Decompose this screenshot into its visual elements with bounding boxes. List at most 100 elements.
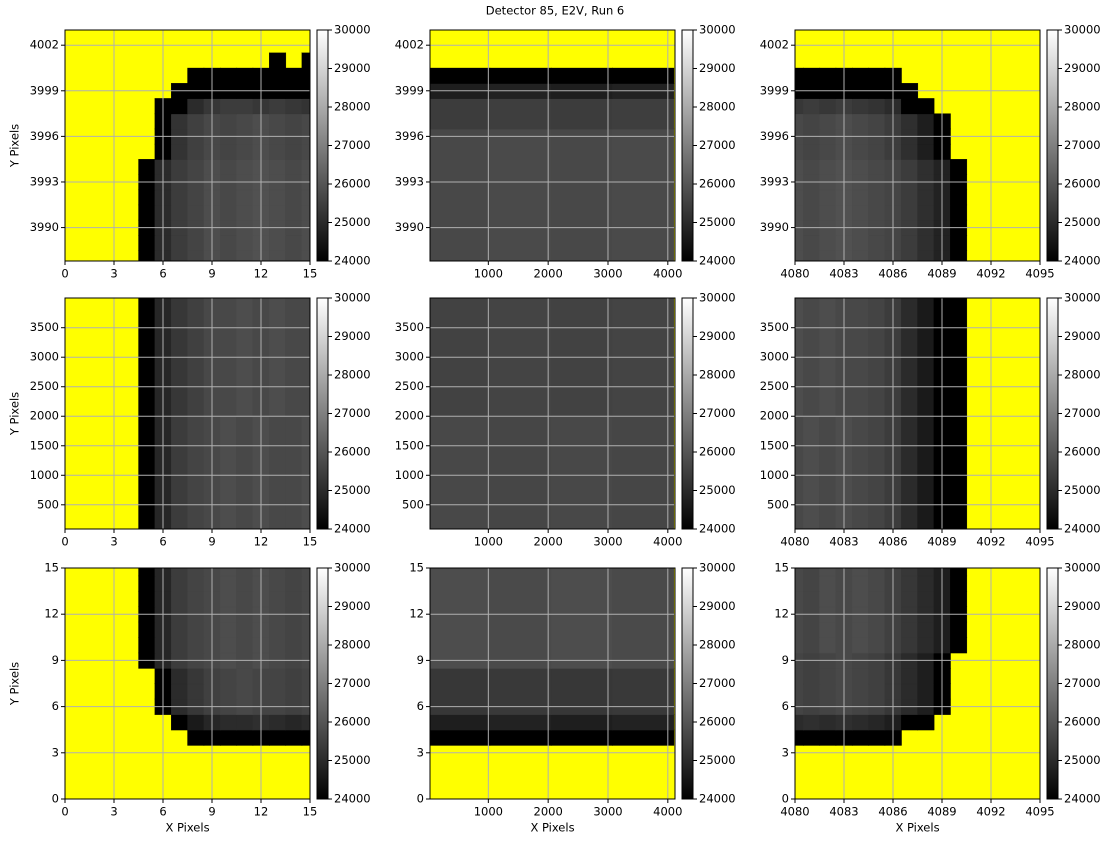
- x-tick-label: 3000: [593, 805, 622, 819]
- heatmap-cell: [220, 143, 238, 160]
- colorbar: [316, 297, 329, 530]
- x-tick-label: 15: [303, 267, 318, 281]
- heatmap-cell: [301, 729, 310, 746]
- x-tick-label: 4095: [1025, 805, 1054, 819]
- heatmap-cell: [236, 113, 254, 130]
- x-tick-label: 12: [254, 535, 269, 549]
- panel: 4080 4083 4086 4089 4092 4095 3990 3993 3996 3999…: [760, 23, 1101, 281]
- heatmap-cell: [489, 729, 552, 746]
- heatmap-cell: [901, 621, 919, 638]
- y-tick-label: 9: [52, 653, 59, 667]
- heatmap-cell: [285, 159, 303, 175]
- heatmap-cell: [917, 235, 935, 251]
- colorbar-tick-label: 26000: [1064, 445, 1101, 459]
- colorbar-tick-label: 29000: [699, 61, 736, 75]
- y-tick-label: 1500: [760, 438, 789, 452]
- heatmap-cell: [950, 189, 968, 206]
- panel: 0 3 6 9 12 15 0 3 6 9 12 15 X Pixels Y Pixels 24000 250…: [8, 561, 371, 835]
- colorbar-tick-label: 30000: [334, 23, 371, 37]
- heatmap-cell: [852, 683, 870, 700]
- x-tick-label: 4086: [878, 805, 907, 819]
- heatmap-cell: [301, 235, 310, 251]
- heatmap-cell: [917, 667, 935, 685]
- y-tick-label: 2500: [760, 379, 789, 393]
- colorbar-tick-label: 26000: [699, 177, 736, 191]
- colorbar-tick-label: 27000: [1064, 676, 1101, 690]
- heatmap-cell: [187, 683, 205, 700]
- panel: 1000 2000 3000 4000 0 3 6 9 12 15 X Pixels 24000 250…: [409, 561, 736, 835]
- colorbar-tick-label: 28000: [1064, 638, 1101, 652]
- colorbar-tick-label: 26000: [699, 445, 736, 459]
- heatmap-cell: [171, 714, 189, 731]
- heatmap-cell: [868, 235, 886, 251]
- heatmap-cell: [901, 98, 919, 115]
- heatmap-cell: [430, 67, 491, 84]
- x-tick-label: 12: [254, 805, 269, 819]
- colorbar-tick-label: 24000: [1064, 254, 1101, 268]
- heatmap-cell: [220, 159, 238, 175]
- colorbar-tick-label: 26000: [334, 715, 371, 729]
- plot-frame: [794, 29, 1041, 262]
- heatmap-cell: [220, 683, 238, 700]
- heatmap-cell: [803, 159, 821, 175]
- heatmap-cell: [301, 113, 310, 130]
- heatmap-cell: [612, 667, 675, 715]
- heatmap-cell: [550, 128, 613, 261]
- heatmap-cell: [852, 729, 870, 746]
- colorbar-tick-label: 27000: [1064, 138, 1101, 152]
- heatmap-cell: [285, 189, 303, 206]
- heatmap-cell: [803, 683, 821, 700]
- heatmap-cell: [950, 575, 968, 592]
- heatmap-cell: [285, 250, 303, 261]
- y-tick-label: 3990: [760, 220, 789, 234]
- heatmap-cell: [612, 568, 675, 669]
- colorbar-tick-label: 24000: [334, 522, 371, 536]
- heatmap-cell: [138, 204, 156, 221]
- heatmap-cell: [950, 204, 968, 221]
- heatmap-cell: [285, 621, 303, 638]
- heatmap-cell: [852, 235, 870, 251]
- heatmap-cell: [489, 128, 552, 261]
- heatmap-cell: [868, 189, 886, 206]
- heatmap-cell: [803, 621, 821, 638]
- colorbar: [1046, 29, 1059, 262]
- x-tick-label: 4092: [976, 535, 1005, 549]
- x-tick-label: 15: [303, 805, 318, 819]
- colorbar-tick-label: 30000: [1064, 23, 1101, 37]
- y-tick-label: 3996: [395, 129, 424, 143]
- heatmap-cell: [917, 159, 935, 175]
- x-tick-label: 0: [61, 267, 68, 281]
- heatmap-cell: [901, 113, 919, 130]
- heatmap-cell: [430, 568, 491, 669]
- heatmap-cell: [301, 621, 310, 638]
- heatmap-cell: [819, 575, 837, 592]
- heatmap-cell: [868, 250, 886, 261]
- x-tick-label: 4000: [653, 535, 682, 549]
- heatmap-cell: [285, 575, 303, 592]
- heatmap-cell: [489, 416, 552, 529]
- x-tick-label: 4089: [927, 267, 956, 281]
- heatmap-cell: [917, 204, 935, 221]
- colorbar-tick-label: 28000: [699, 368, 736, 382]
- heatmap-cell: [236, 590, 254, 608]
- heatmap-cell: [171, 113, 189, 130]
- heatmap-cell: [220, 667, 238, 685]
- colorbar-tick-label: 28000: [334, 100, 371, 114]
- heatmap-cell: [803, 204, 821, 221]
- heatmap-cell: [187, 621, 205, 638]
- heatmap-cell: [301, 637, 310, 654]
- heatmap-cell: [236, 575, 254, 592]
- colorbar-tick-label: 29000: [699, 329, 736, 343]
- heatmap-cell: [917, 113, 935, 130]
- heatmap-cell: [171, 575, 189, 592]
- heatmap-cell: [819, 113, 837, 130]
- heatmap-cell: [819, 204, 837, 221]
- colorbar-tick-label: 26000: [699, 715, 736, 729]
- heatmap-cell: [236, 189, 254, 206]
- y-tick-label: 0: [52, 792, 59, 806]
- heatmap-cell: [868, 159, 886, 175]
- heatmap-cell: [220, 637, 238, 654]
- heatmap-cell: [489, 98, 552, 130]
- heatmap-cell: [550, 729, 613, 746]
- heatmap-cell: [269, 159, 287, 175]
